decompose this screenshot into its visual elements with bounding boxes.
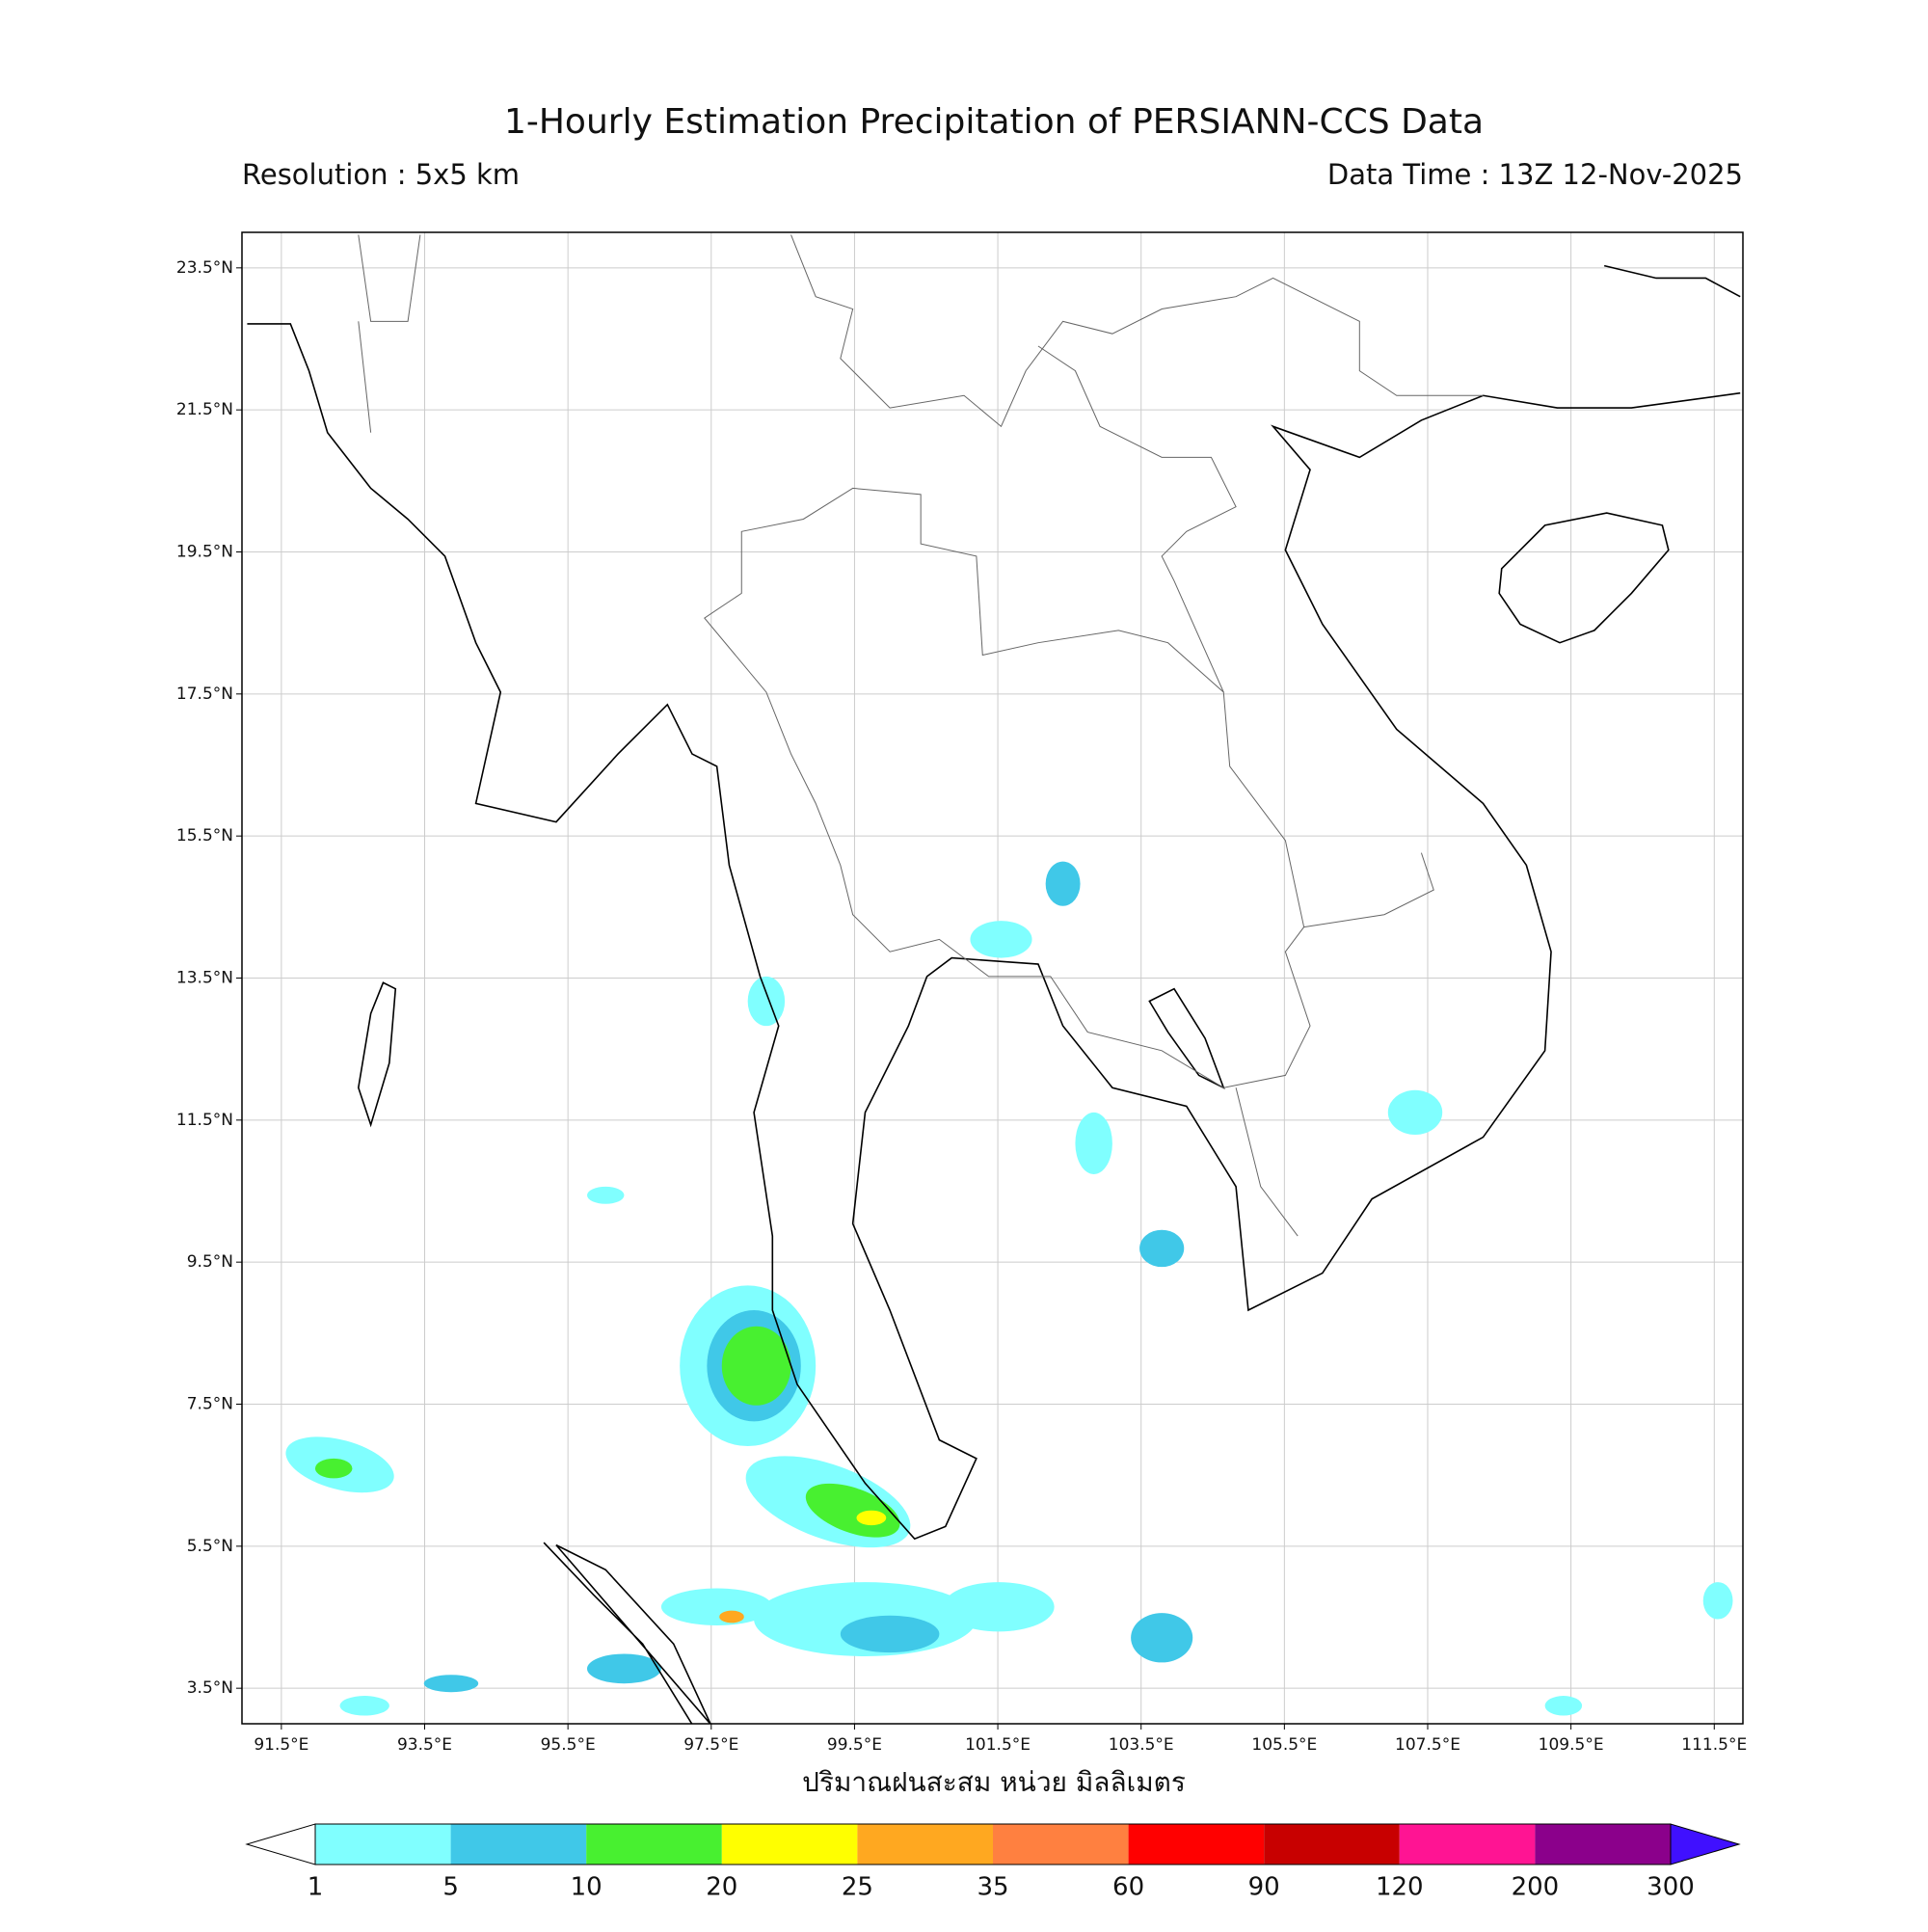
subtitle-left: Resolution : 5x5 km bbox=[242, 158, 520, 191]
colorbar-label: 5 bbox=[442, 1873, 459, 1902]
colorbar-under bbox=[245, 1823, 316, 1865]
colorbar-frame bbox=[314, 1823, 1672, 1865]
colorbar-label: 120 bbox=[1376, 1873, 1424, 1902]
x-tick-label: 101.5°E bbox=[965, 1735, 1031, 1755]
colorbar-box bbox=[993, 1824, 1129, 1865]
colorbar-box bbox=[1535, 1824, 1671, 1865]
subtitle-right: Data Time : 13Z 12-Nov-2025 bbox=[1327, 158, 1743, 191]
x-tick-label: 105.5°E bbox=[1251, 1735, 1317, 1755]
map-layer bbox=[247, 235, 1740, 1725]
x-tick-label: 103.5°E bbox=[1109, 1735, 1174, 1755]
colorbar: 1 5 10 20 25 35 60 90 120 200 300 bbox=[245, 1823, 1741, 1902]
chart-title: 1-Hourly Estimation Precipitation of PER… bbox=[504, 102, 1484, 142]
colorbar-box bbox=[450, 1824, 587, 1865]
y-tick-label: 3.5°N bbox=[187, 1678, 233, 1698]
colorbar-box bbox=[315, 1824, 451, 1865]
colorbar-box bbox=[1264, 1824, 1400, 1865]
grid bbox=[242, 232, 1743, 1724]
y-tick-label: 19.5°N bbox=[176, 543, 233, 562]
colorbar-box bbox=[1399, 1824, 1536, 1865]
x-tick-label: 109.5°E bbox=[1539, 1735, 1604, 1755]
rain-areas bbox=[285, 861, 1733, 1716]
x-tick-label: 95.5°E bbox=[541, 1735, 596, 1755]
x-tick-label: 107.5°E bbox=[1395, 1735, 1460, 1755]
x-tick-label: 111.5°E bbox=[1681, 1735, 1747, 1755]
y-tick-label: 15.5°N bbox=[176, 826, 233, 845]
colorbar-label: 25 bbox=[842, 1873, 873, 1902]
x-axis-label: ปริมาณฝนสะสม หน่วย มิลลิเมตร bbox=[802, 1766, 1186, 1798]
y-tick-label: 9.5°N bbox=[187, 1252, 233, 1272]
colorbar-label: 300 bbox=[1647, 1873, 1695, 1902]
axes: 91.5°E 93.5°E 95.5°E 97.5°E 99.5°E 101.5°E 103… bbox=[176, 258, 1747, 1755]
colorbar-label: 1 bbox=[308, 1873, 324, 1902]
colorbar-label: 10 bbox=[571, 1873, 602, 1902]
x-tick-label: 93.5°E bbox=[397, 1735, 452, 1755]
colorbar-box bbox=[857, 1824, 993, 1865]
map-shapes bbox=[247, 235, 1740, 1725]
colorbar-box bbox=[586, 1824, 722, 1865]
x-tick-label: 99.5°E bbox=[827, 1735, 882, 1755]
y-tick-label: 7.5°N bbox=[187, 1395, 233, 1414]
colorbar-label: 20 bbox=[706, 1873, 737, 1902]
y-tick-label: 5.5°N bbox=[187, 1537, 233, 1556]
colorbar-box bbox=[1128, 1824, 1265, 1865]
y-tick-label: 23.5°N bbox=[176, 258, 233, 278]
colorbar-label: 90 bbox=[1248, 1873, 1280, 1902]
colorbar-label: 60 bbox=[1112, 1873, 1144, 1902]
y-tick-label: 13.5°N bbox=[176, 969, 233, 988]
x-tick-label: 97.5°E bbox=[683, 1735, 738, 1755]
colorbar-label: 35 bbox=[977, 1873, 1008, 1902]
colorbar-label: 200 bbox=[1512, 1873, 1560, 1902]
y-tick-label: 17.5°N bbox=[176, 684, 233, 704]
y-tick-label: 11.5°N bbox=[176, 1111, 233, 1130]
colorbar-box bbox=[721, 1824, 858, 1865]
x-tick-label: 91.5°E bbox=[254, 1735, 308, 1755]
y-tick-label: 21.5°N bbox=[176, 400, 233, 419]
colorbar-over bbox=[1670, 1823, 1741, 1865]
